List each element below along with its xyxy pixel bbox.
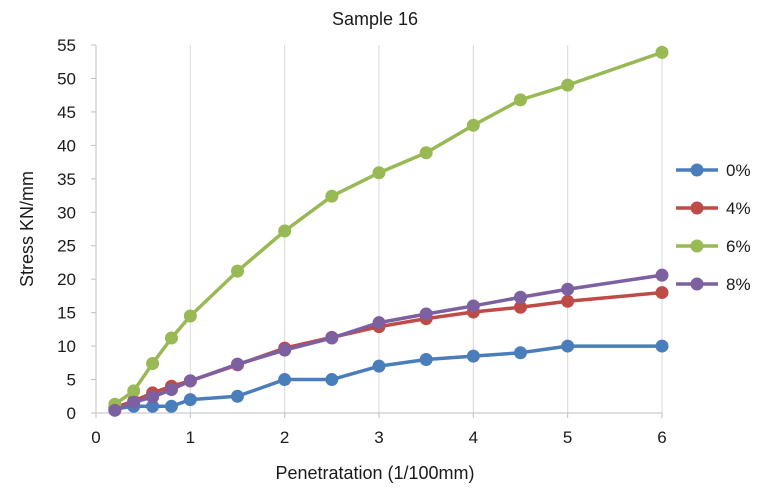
y-tick-label: 35: [57, 170, 76, 189]
data-point: [278, 224, 292, 238]
data-point: [372, 166, 386, 180]
y-tick-label: 25: [57, 237, 76, 256]
data-point: [164, 399, 178, 413]
data-point: [108, 403, 122, 417]
y-tick-label: 50: [57, 69, 76, 88]
data-point: [231, 264, 244, 278]
data-point: [466, 118, 480, 132]
data-point: [514, 346, 527, 360]
y-tick-label: 0: [67, 404, 76, 423]
data-point: [183, 309, 197, 323]
data-point: [372, 359, 386, 373]
y-tick-label: 10: [57, 337, 76, 356]
data-point: [183, 393, 197, 407]
x-tick-label: 2: [280, 428, 289, 447]
y-tick-label: 5: [67, 371, 76, 390]
data-point: [419, 146, 433, 160]
legend-item: 0%: [676, 161, 751, 180]
legend-item: 6%: [676, 237, 751, 256]
data-point: [419, 352, 433, 366]
data-point: [466, 299, 480, 313]
data-point: [514, 290, 527, 304]
data-point: [325, 373, 339, 387]
y-tick-label: 15: [57, 304, 76, 323]
data-point: [655, 339, 669, 353]
x-tick-label: 3: [374, 428, 383, 447]
legend-item: 4%: [676, 199, 751, 218]
y-tick-label: 30: [57, 203, 76, 222]
x-axis-title: Penetratation (1/100mm): [275, 463, 474, 483]
data-point: [561, 282, 575, 296]
data-point: [127, 384, 141, 398]
legend-label: 8%: [726, 275, 751, 294]
data-point: [514, 300, 527, 314]
legend: 0% 4% 6% 8%: [676, 161, 751, 294]
axes: [91, 44, 663, 418]
data-point: [466, 349, 480, 363]
data-point: [231, 357, 244, 371]
series-6pct: [108, 45, 669, 411]
legend-label: 4%: [726, 199, 751, 218]
series-line: [114, 273, 663, 412]
data-point: [325, 331, 339, 345]
data-point: [146, 390, 160, 404]
y-tick-label: 40: [57, 136, 76, 155]
x-tick-label: 4: [469, 428, 478, 447]
y-axis-title: Stress KN/mm: [17, 171, 37, 287]
data-point: [278, 343, 292, 357]
data-point: [164, 331, 178, 345]
legend-swatch-marker: [690, 163, 704, 177]
series-line: [113, 50, 663, 406]
chart-title: Sample 16: [332, 9, 418, 29]
legend-swatch-marker: [690, 277, 704, 291]
data-point: [655, 45, 669, 59]
series-group: [108, 45, 669, 417]
x-tick-label: 6: [657, 428, 666, 447]
data-point: [146, 356, 160, 370]
data-point: [183, 374, 197, 388]
data-point: [278, 373, 292, 387]
legend-label: 0%: [726, 161, 751, 180]
data-point: [419, 307, 433, 321]
data-point: [561, 294, 575, 308]
legend-swatch-marker: [690, 201, 704, 215]
gridlines: [189, 45, 663, 413]
y-tick-label: 45: [57, 103, 76, 122]
data-point: [164, 383, 178, 397]
data-point: [372, 316, 386, 330]
data-point: [231, 389, 244, 403]
data-point: [655, 286, 669, 300]
legend-swatch-marker: [690, 239, 704, 253]
data-point: [127, 395, 141, 409]
series-8pct: [108, 268, 669, 417]
x-tick-label: 0: [91, 428, 100, 447]
y-tick-label: 20: [57, 270, 76, 289]
data-point: [655, 268, 669, 282]
data-point: [325, 189, 339, 203]
data-point: [561, 78, 575, 92]
y-tick-label: 55: [57, 36, 76, 55]
legend-label: 6%: [726, 237, 751, 256]
x-tick-label: 5: [563, 428, 572, 447]
data-point: [514, 93, 527, 107]
legend-item: 8%: [676, 275, 751, 294]
x-tick-label: 1: [186, 428, 195, 447]
data-point: [561, 339, 575, 353]
data-point: [146, 399, 160, 413]
